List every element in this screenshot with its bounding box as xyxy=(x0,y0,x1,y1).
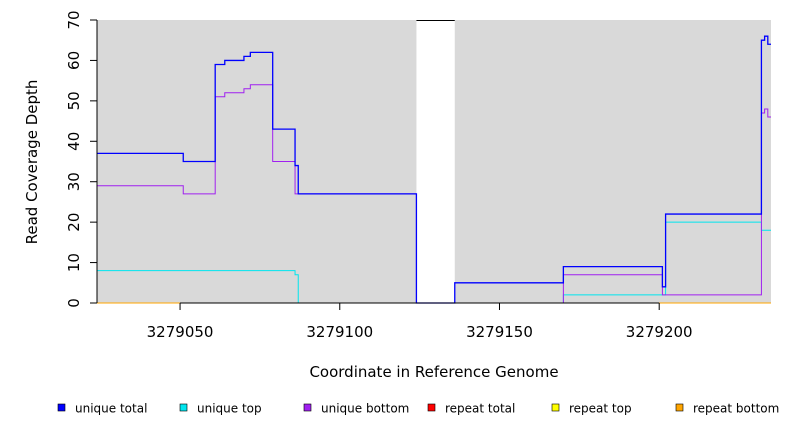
legend-swatch xyxy=(179,403,188,412)
y-tick-label: 20 xyxy=(65,213,83,232)
y-tick-label: 0 xyxy=(65,298,83,308)
legend-swatch xyxy=(675,403,684,412)
x-tick-label: 3279150 xyxy=(466,323,533,341)
legend: unique total unique top unique bottom repea… xyxy=(57,402,779,416)
y-tick-label: 70 xyxy=(65,10,83,29)
x-tick-label: 3279200 xyxy=(626,323,693,341)
legend-label: repeat top xyxy=(569,402,632,416)
series-line-unique-bottom xyxy=(97,84,771,304)
x-tick-label: 3279100 xyxy=(306,323,373,341)
legend-swatch xyxy=(303,403,312,412)
y-tick-label: 30 xyxy=(65,172,83,191)
legend-label: unique top xyxy=(197,402,262,416)
legend-label: repeat total xyxy=(445,402,515,416)
legend-swatch xyxy=(427,403,436,412)
legend-label: unique bottom xyxy=(321,402,409,416)
y-tick-label: 10 xyxy=(65,253,83,272)
x-axis-title: Coordinate in Reference Genome xyxy=(309,363,558,381)
legend-swatch xyxy=(551,403,560,412)
series-line-unique-total xyxy=(97,35,771,304)
legend-label: repeat bottom xyxy=(693,402,779,416)
y-axis-title: Read Coverage Depth xyxy=(23,80,41,245)
gap-region xyxy=(416,20,455,303)
axes-layer: 0 10 20 30 40 50 60 70 3279050 3279100 3279150 3279… xyxy=(65,10,693,341)
legend-label: unique total xyxy=(75,402,147,416)
y-tick-label: 60 xyxy=(65,51,83,70)
x-tick-label: 3279050 xyxy=(147,323,214,341)
y-tick-label: 50 xyxy=(65,91,83,110)
y-tick-label: 40 xyxy=(65,132,83,151)
legend-swatch xyxy=(57,403,66,412)
